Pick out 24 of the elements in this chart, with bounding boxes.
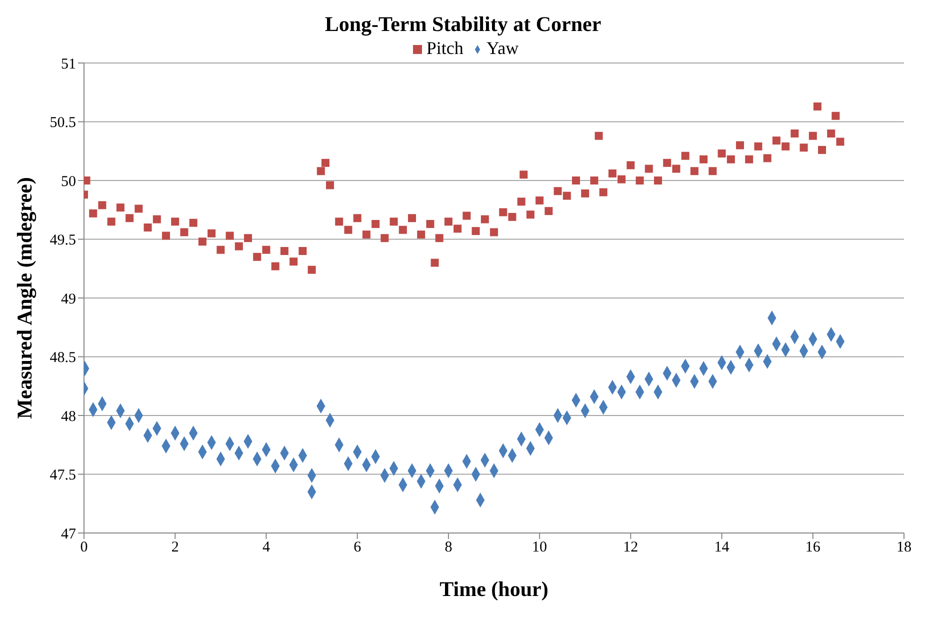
y-tick-label: 47.5 — [50, 468, 76, 484]
y-tick-label: 50 — [61, 174, 76, 190]
x-tick-label: 8 — [444, 540, 452, 556]
x-tick-label: 2 — [171, 540, 179, 556]
y-tick-label: 49.5 — [50, 232, 76, 249]
y-axis-title: Measured Angle (mdegree) — [12, 177, 36, 419]
y-tick-label: 50.5 — [50, 115, 76, 132]
y-tick-label: 47 — [61, 526, 76, 542]
legend-label: Pitch — [426, 38, 464, 58]
x-tick-label: 12 — [623, 540, 638, 556]
y-tick-label: 49 — [61, 291, 76, 308]
x-tick-label: 10 — [532, 540, 548, 556]
legend-label: Yaw — [486, 38, 519, 58]
x-tick-label: 18 — [896, 540, 912, 556]
x-tick-label: 0 — [80, 540, 88, 556]
chart-title: Long-Term Stability at Corner — [324, 12, 602, 38]
x-tick-label: 14 — [714, 540, 730, 556]
y-tick-label: 51 — [61, 56, 76, 72]
x-tick-label: 16 — [805, 540, 821, 556]
x-tick-label: 6 — [354, 540, 362, 556]
x-axis-title: Time (hour) — [440, 576, 548, 601]
x-tick-label: 4 — [262, 540, 270, 556]
y-tick-label: 48.5 — [50, 350, 76, 366]
y-tick-label: 48 — [61, 408, 76, 425]
